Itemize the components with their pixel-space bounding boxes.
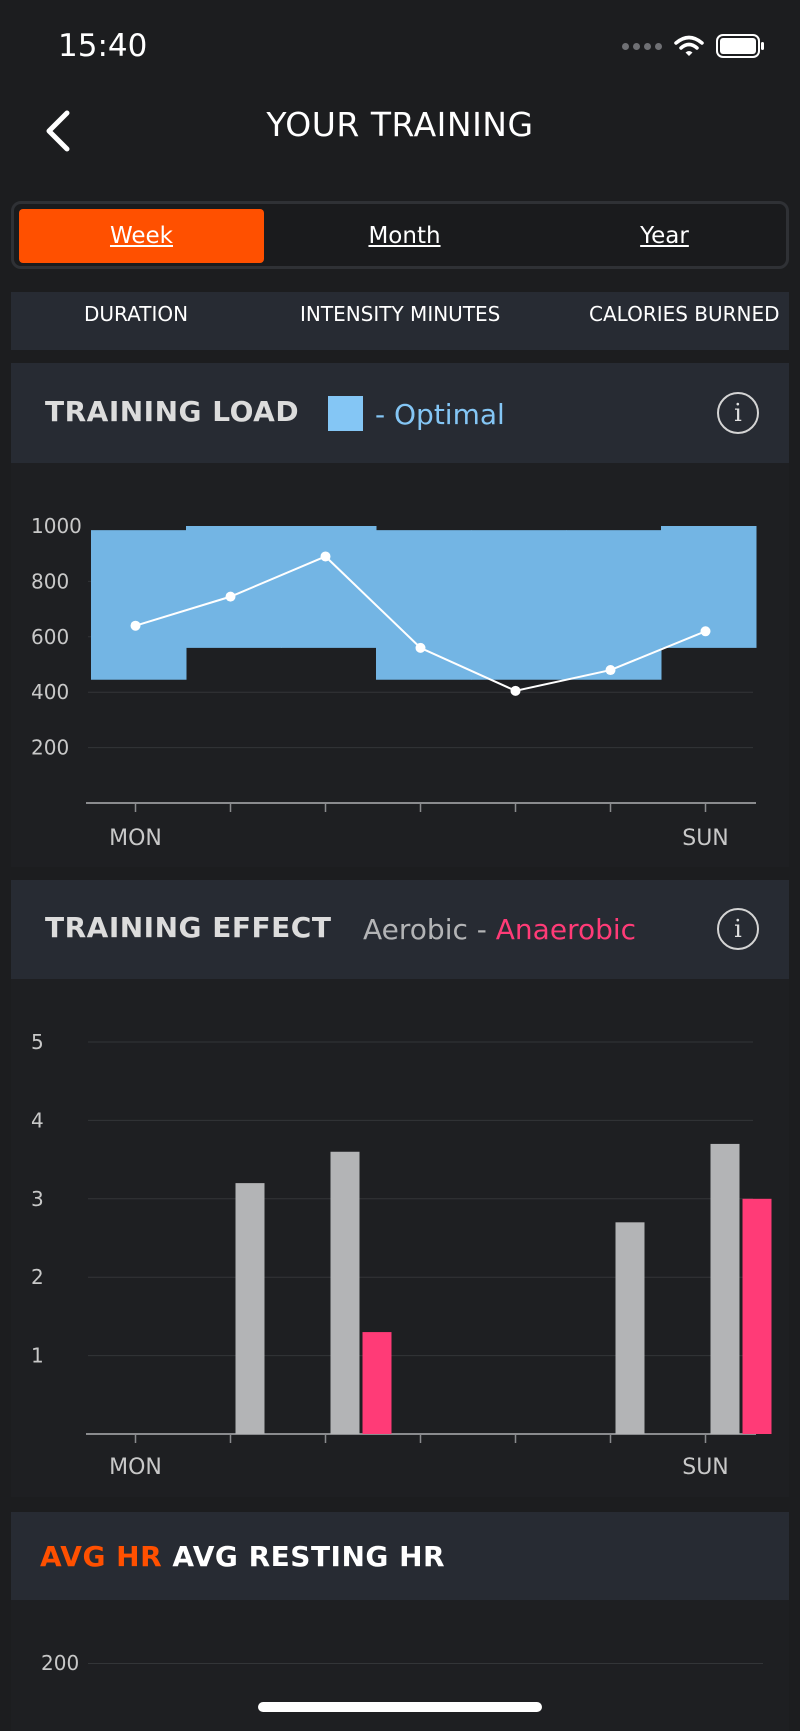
- optimal-band-segment: [281, 526, 377, 648]
- training-effect-info-button[interactable]: i: [717, 908, 759, 950]
- navigation-bar: YOUR TRAINING: [0, 95, 800, 185]
- metrics-strip: DURATION INTENSITY MINUTES CALORIES BURN…: [11, 292, 789, 350]
- training-load-point: [510, 685, 521, 696]
- training-load-point: [130, 620, 141, 631]
- y-tick-label: 200: [31, 736, 69, 760]
- x-tick-label: SUN: [682, 826, 729, 851]
- aerobic-bar: [615, 1222, 645, 1434]
- training-load-chart-panel: 200 400 600 800 1000 MON SUN: [11, 463, 789, 867]
- battery-icon: [716, 34, 764, 58]
- info-icon: i: [734, 915, 742, 943]
- optimal-band-segment: [471, 530, 567, 680]
- y-tick-label: 800: [31, 569, 69, 593]
- optimal-band-segment: [91, 530, 187, 680]
- aerobic-bar: [710, 1143, 740, 1434]
- optimal-band-segment: [376, 530, 472, 680]
- info-icon: i: [734, 399, 742, 427]
- tab-month[interactable]: Month: [368, 223, 441, 249]
- training-load-point: [225, 591, 236, 602]
- avg-hr-label: AVG HR: [40, 1540, 163, 1573]
- y-tick-label: 2: [31, 1265, 44, 1289]
- training-effect-chart: 1 2 3 4 5 MON SUN: [31, 1030, 772, 1480]
- chevron-left-icon: [46, 110, 70, 152]
- period-segmented-control: Week Month Year: [11, 201, 789, 269]
- tab-week[interactable]: Week: [19, 209, 264, 263]
- training-load-point: [700, 626, 711, 637]
- y-tick-label: 400: [31, 680, 69, 704]
- anaerobic-bar: [362, 1332, 392, 1434]
- metric-calories-burned[interactable]: CALORIES BURNED: [589, 302, 780, 326]
- training-effect-chart-panel: 1 2 3 4 5 MON SUN: [11, 979, 789, 1497]
- optimal-band-segment: [566, 530, 662, 680]
- heart-rate-title: AVG HR AVG RESTING HR: [40, 1540, 445, 1573]
- page-title: YOUR TRAINING: [266, 105, 534, 144]
- avg-resting-hr-label: AVG RESTING HR: [172, 1540, 446, 1573]
- x-tick-label: SUN: [682, 1455, 729, 1480]
- tab-year[interactable]: Year: [640, 223, 689, 249]
- training-load-title: TRAINING LOAD: [45, 395, 300, 428]
- x-tick-label: MON: [109, 826, 162, 851]
- training-effect-header: TRAINING EFFECT Aerobic - Anaerobic i: [11, 880, 789, 979]
- y-tick-label: 4: [31, 1108, 44, 1132]
- status-bar: 15:40: [0, 0, 800, 95]
- training-effect-legend: Aerobic - Anaerobic: [363, 913, 636, 946]
- training-load-point: [415, 642, 426, 653]
- optimal-legend-swatch: [328, 396, 363, 431]
- back-button[interactable]: [30, 103, 86, 159]
- training-load-point: [605, 665, 616, 676]
- wifi-icon: [674, 35, 704, 56]
- training-load-info-button[interactable]: i: [717, 392, 759, 434]
- training-load-point: [320, 551, 331, 562]
- training-load-chart: 200 400 600 800 1000 MON SUN: [31, 514, 757, 851]
- training-load-header: TRAINING LOAD - Optimal i: [11, 363, 789, 463]
- optimal-band-segment: [186, 526, 282, 648]
- status-time: 15:40: [58, 28, 148, 64]
- aerobic-legend-label: Aerobic -: [363, 913, 487, 946]
- anaerobic-bar: [742, 1198, 772, 1434]
- y-tick-label: 5: [31, 1030, 44, 1054]
- y-tick-label: 1: [31, 1344, 44, 1368]
- status-icons: [622, 34, 766, 58]
- anaerobic-legend-label: Anaerobic: [495, 913, 637, 946]
- metric-duration[interactable]: DURATION: [84, 302, 189, 326]
- cellular-signal-icon: [622, 42, 662, 50]
- gridline: [88, 1663, 763, 1664]
- aerobic-bar: [330, 1151, 360, 1434]
- y-tick-label: 1000: [31, 514, 82, 538]
- heart-rate-header: AVG HR AVG RESTING HR: [11, 1512, 789, 1600]
- x-tick-label: MON: [109, 1455, 162, 1480]
- metric-intensity-minutes[interactable]: INTENSITY MINUTES: [300, 302, 501, 326]
- optimal-legend-label: - Optimal: [375, 398, 505, 431]
- y-tick-label: 200: [41, 1651, 80, 1675]
- y-tick-label: 600: [31, 625, 69, 649]
- aerobic-bar: [235, 1183, 265, 1434]
- home-indicator[interactable]: [258, 1702, 542, 1712]
- y-tick-label: 3: [31, 1187, 44, 1211]
- training-effect-title: TRAINING EFFECT: [45, 911, 332, 944]
